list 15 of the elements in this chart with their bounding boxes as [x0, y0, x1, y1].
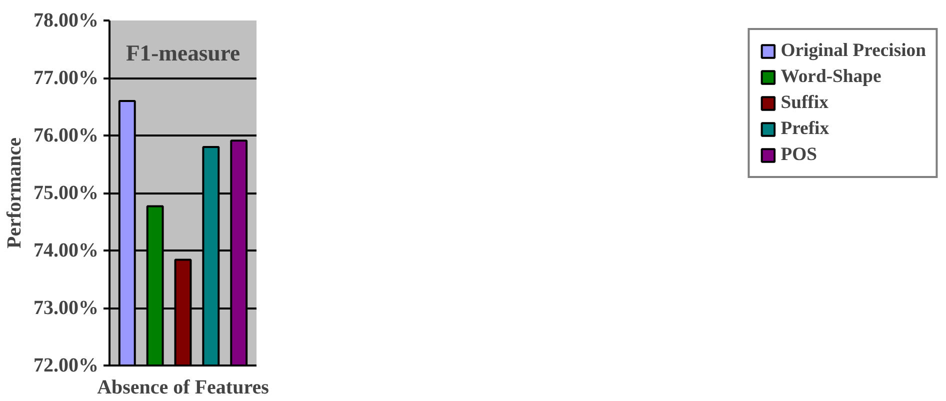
y-tick-label: 72.00%	[34, 354, 98, 376]
y-axis-title: Performance	[4, 137, 26, 249]
y-tick-label: 77.00%	[34, 67, 98, 89]
x-axis-title: Absence of Features	[97, 376, 270, 398]
y-tick-label: 73.00%	[34, 297, 98, 319]
legend-label: Word-Shape	[780, 66, 882, 88]
y-tick-label: 76.00%	[34, 124, 98, 146]
text: F1-measure	[126, 40, 240, 66]
legend-label: POS	[780, 144, 818, 166]
legend-label: Original Precision	[780, 40, 926, 62]
y-tick-label: 75.00%	[34, 182, 98, 204]
y-tick-label: 74.00%	[34, 240, 98, 262]
legend-label: Prefix	[780, 118, 830, 140]
y-tick-label: 78.00%	[34, 10, 98, 32]
legend-label: Suffix	[780, 92, 828, 114]
